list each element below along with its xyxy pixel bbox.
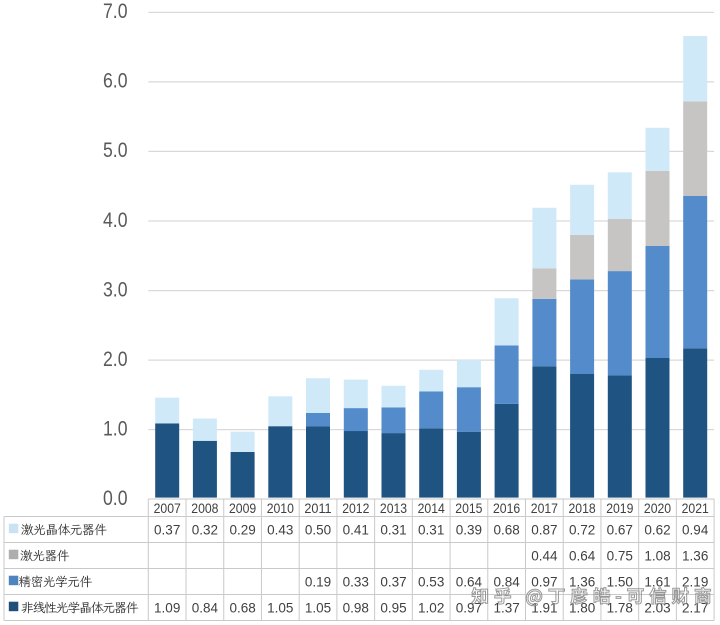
svg-text:0.84: 0.84	[192, 601, 219, 616]
svg-text:0.32: 0.32	[192, 523, 218, 538]
svg-text:0.95: 0.95	[380, 601, 406, 616]
svg-text:1.61: 1.61	[644, 575, 670, 590]
svg-text:4.0: 4.0	[103, 208, 128, 232]
svg-text:2021: 2021	[682, 501, 709, 516]
svg-text:0.64: 0.64	[456, 575, 483, 590]
svg-text:1.0: 1.0	[103, 416, 128, 440]
svg-text:2007: 2007	[154, 501, 181, 516]
svg-text:2.0: 2.0	[103, 347, 128, 371]
svg-text:5.0: 5.0	[103, 138, 128, 162]
svg-text:0.68: 0.68	[229, 601, 255, 616]
svg-text:1.05: 1.05	[305, 601, 331, 616]
svg-text:0.44: 0.44	[531, 549, 558, 564]
svg-text:2020: 2020	[644, 501, 671, 516]
svg-text:0.19: 0.19	[305, 575, 331, 590]
svg-text:0.97: 0.97	[531, 575, 557, 590]
svg-text:0.29: 0.29	[229, 523, 255, 538]
svg-text:3.0: 3.0	[103, 277, 128, 301]
svg-text:1.37: 1.37	[493, 601, 519, 616]
svg-text:2016: 2016	[493, 501, 520, 516]
svg-text:0.72: 0.72	[569, 523, 595, 538]
svg-text:2008: 2008	[191, 501, 218, 516]
svg-text:2011: 2011	[304, 501, 331, 516]
svg-text:2.17: 2.17	[682, 601, 708, 616]
svg-text:1.78: 1.78	[607, 601, 633, 616]
svg-text:6.0: 6.0	[103, 69, 128, 93]
svg-text:0.37: 0.37	[154, 523, 180, 538]
svg-text:0.37: 0.37	[380, 575, 406, 590]
svg-text:2014: 2014	[418, 501, 446, 516]
svg-text:0.94: 0.94	[682, 523, 709, 538]
svg-text:2.19: 2.19	[682, 575, 708, 590]
svg-text:2009: 2009	[229, 501, 256, 516]
svg-text:0.50: 0.50	[305, 523, 331, 538]
svg-text:0.43: 0.43	[267, 523, 293, 538]
svg-text:0.33: 0.33	[343, 575, 369, 590]
svg-text:0.0: 0.0	[103, 486, 128, 510]
svg-text:0.62: 0.62	[644, 523, 670, 538]
svg-text:2018: 2018	[569, 501, 596, 516]
svg-text:0.97: 0.97	[456, 601, 482, 616]
svg-text:2017: 2017	[531, 501, 558, 516]
svg-text:0.67: 0.67	[607, 523, 633, 538]
svg-text:0.31: 0.31	[418, 523, 444, 538]
svg-text:0.41: 0.41	[343, 523, 369, 538]
svg-text:0.39: 0.39	[456, 523, 482, 538]
svg-text:7.0: 7.0	[103, 0, 128, 23]
svg-text:0.84: 0.84	[493, 575, 520, 590]
svg-text:2012: 2012	[342, 501, 369, 516]
svg-text:2010: 2010	[267, 501, 294, 516]
svg-text:2013: 2013	[380, 501, 407, 516]
svg-text:0.64: 0.64	[569, 549, 596, 564]
svg-text:0.53: 0.53	[418, 575, 444, 590]
svg-text:2.03: 2.03	[644, 601, 670, 616]
svg-text:1.08: 1.08	[644, 549, 670, 564]
svg-text:1.09: 1.09	[154, 601, 180, 616]
svg-text:0.75: 0.75	[607, 549, 633, 564]
svg-text:2019: 2019	[606, 501, 633, 516]
svg-text:1.36: 1.36	[569, 575, 595, 590]
svg-text:1.91: 1.91	[531, 601, 557, 616]
svg-text:1.02: 1.02	[418, 601, 444, 616]
svg-text:2015: 2015	[455, 501, 482, 516]
svg-text:0.31: 0.31	[380, 523, 406, 538]
svg-text:1.50: 1.50	[607, 575, 633, 590]
svg-text:0.98: 0.98	[343, 601, 369, 616]
svg-text:0.87: 0.87	[531, 523, 557, 538]
svg-text:0.68: 0.68	[493, 523, 519, 538]
svg-text:1.36: 1.36	[682, 549, 708, 564]
svg-text:1.05: 1.05	[267, 601, 293, 616]
